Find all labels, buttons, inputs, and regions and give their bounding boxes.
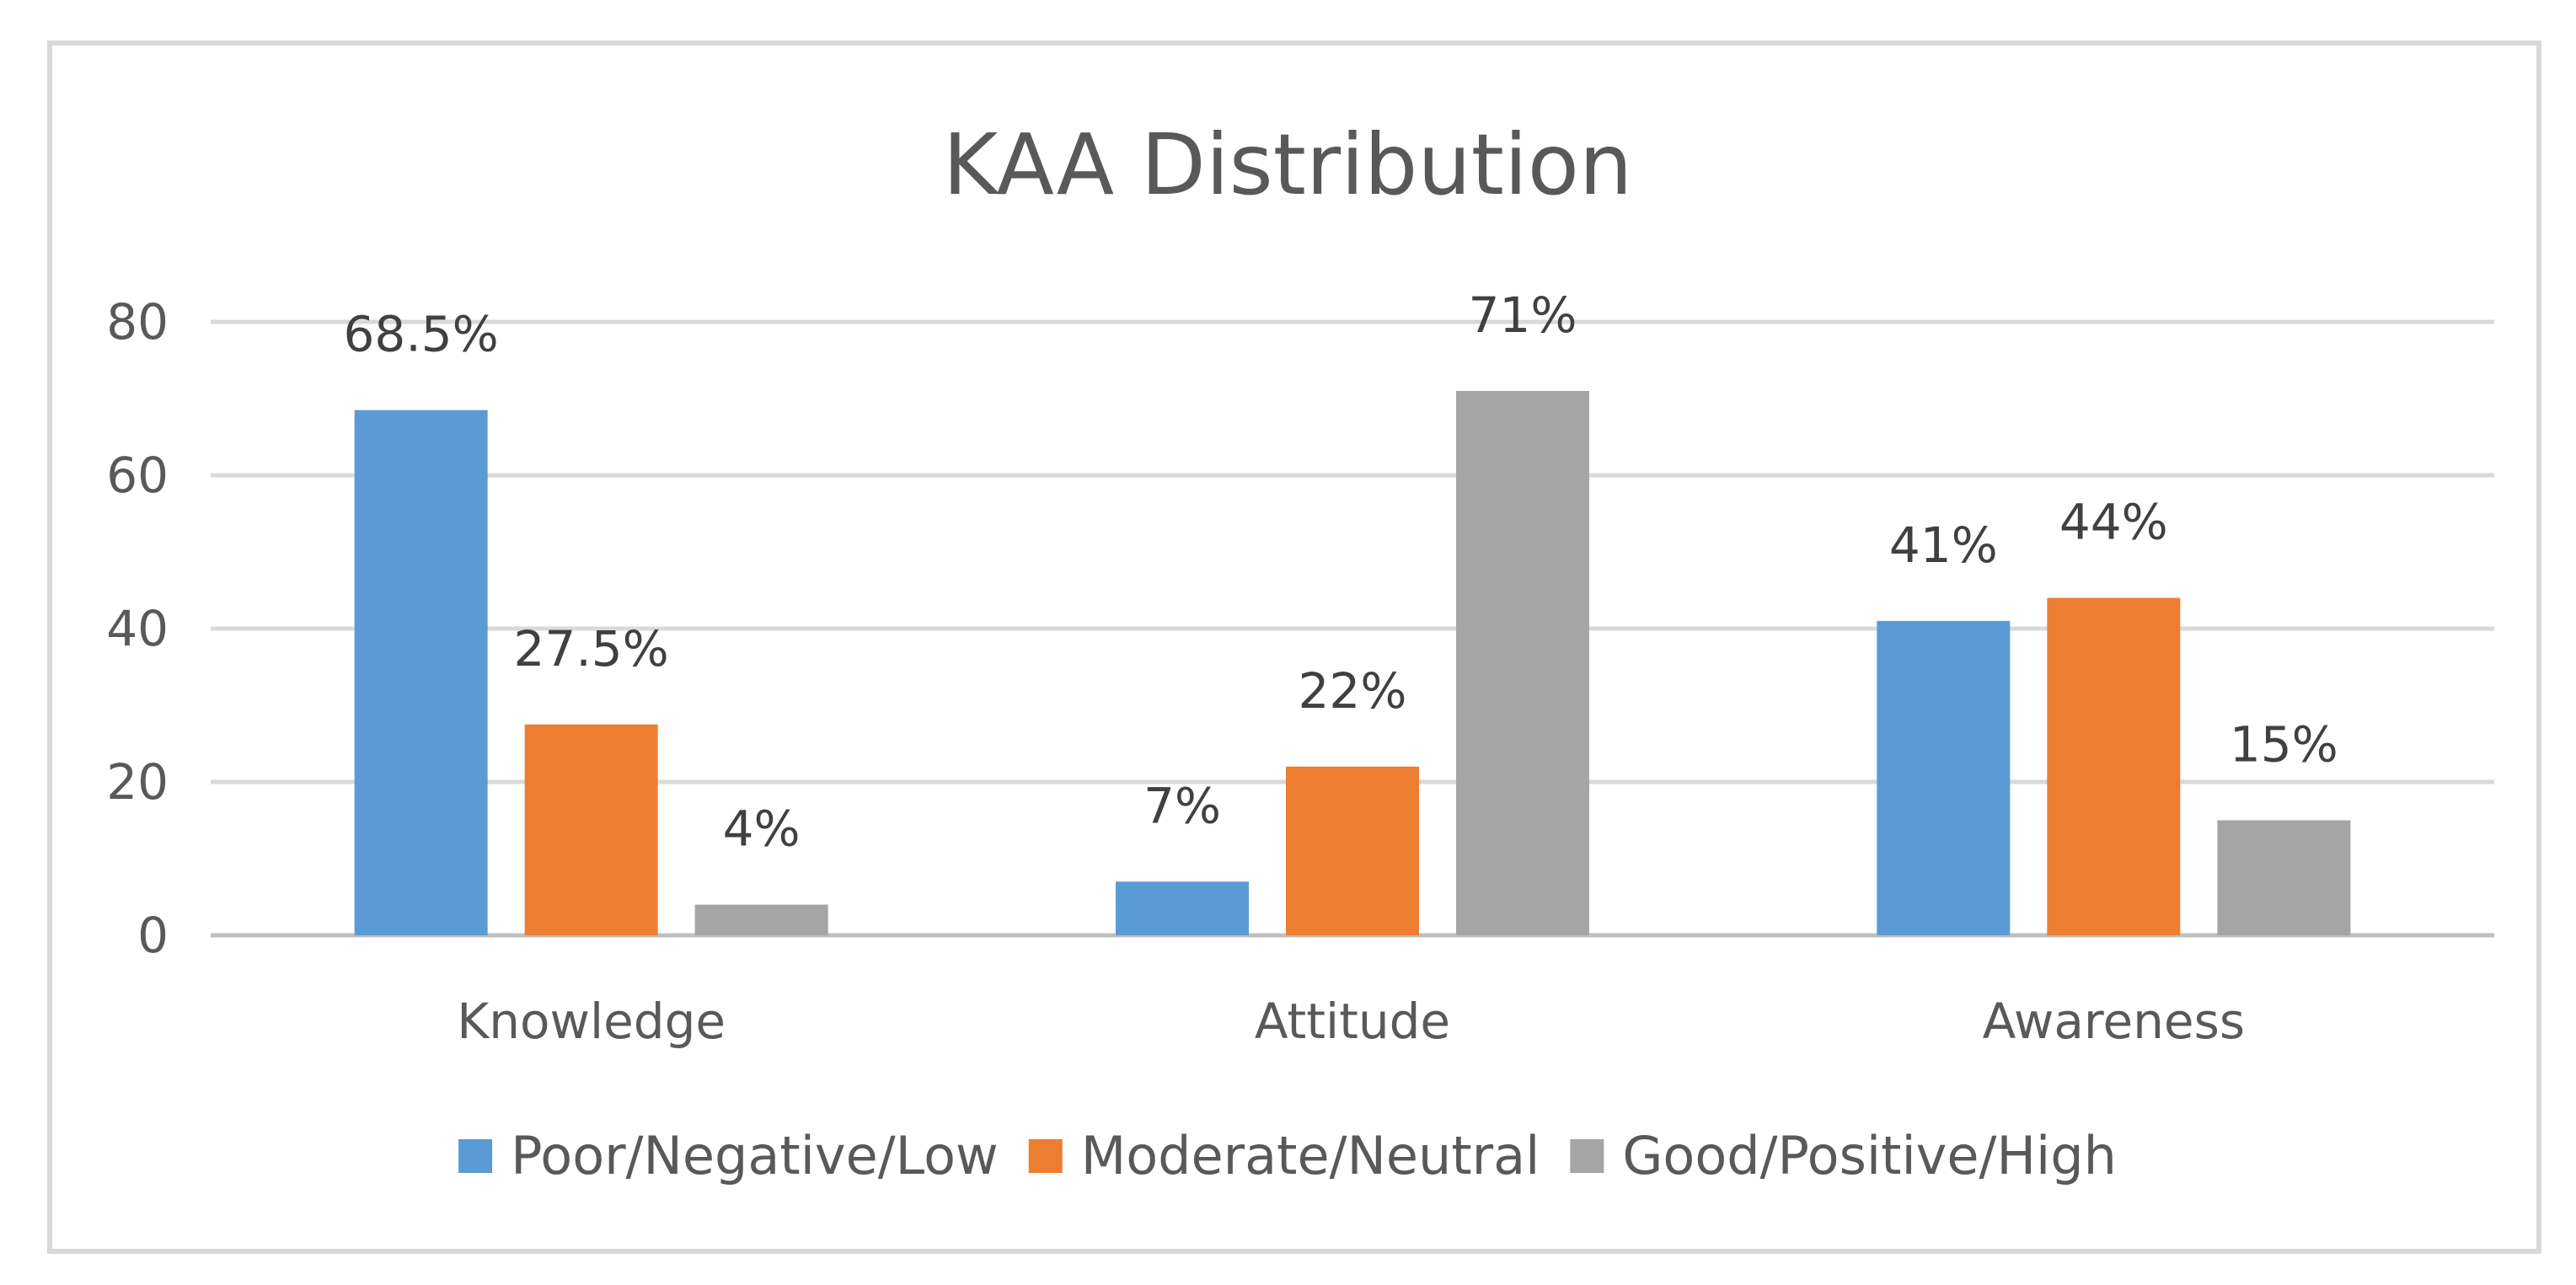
legend-label: Good/Positive/High [1622,1125,2117,1186]
bar [2047,597,2181,935]
legend-swatch [458,1139,493,1173]
legend-label: Poor/Negative/Low [511,1125,999,1186]
bar [694,904,828,935]
bar [524,724,658,935]
y-tick-label: 40 [106,600,169,657]
data-label: 15% [2230,716,2338,774]
bar [1456,390,1589,935]
bar [1286,766,1419,935]
legend-swatch [1028,1139,1063,1173]
x-axis-categories: Knowledge Attitude Awareness [457,993,2245,1050]
y-tick-label: 20 [106,753,169,811]
bars [354,390,2351,935]
category-label: Attitude [1255,993,1450,1050]
y-tick-label: 60 [106,447,169,504]
bar [1116,881,1249,935]
bar [354,410,488,935]
data-labels: 68.5% 27.5% 4% 7% 22% 71% 41% 44% 15% [344,286,2338,858]
y-tick-label: 0 [137,907,169,964]
data-label: 44% [2059,494,2168,551]
data-label: 68.5% [344,306,499,363]
data-label: 41% [1889,517,1998,574]
legend: Poor/Negative/Low Moderate/Neutral Good/Po… [458,1125,2117,1186]
bar [2217,820,2351,935]
y-tick-label: 80 [106,293,169,351]
y-axis-ticks: 0 20 40 60 80 [106,293,169,964]
data-label: 71% [1469,286,1577,344]
category-label: Awareness [1983,993,2245,1050]
legend-label: Moderate/Neutral [1081,1125,1540,1186]
legend-swatch [1570,1139,1604,1173]
data-label: 4% [723,800,801,858]
bar [1877,620,2011,935]
data-label: 27.5% [514,620,669,677]
category-label: Knowledge [457,993,726,1050]
chart-title: KAA Distribution [943,115,1633,214]
data-label: 22% [1299,662,1407,720]
data-label: 7% [1143,777,1221,834]
